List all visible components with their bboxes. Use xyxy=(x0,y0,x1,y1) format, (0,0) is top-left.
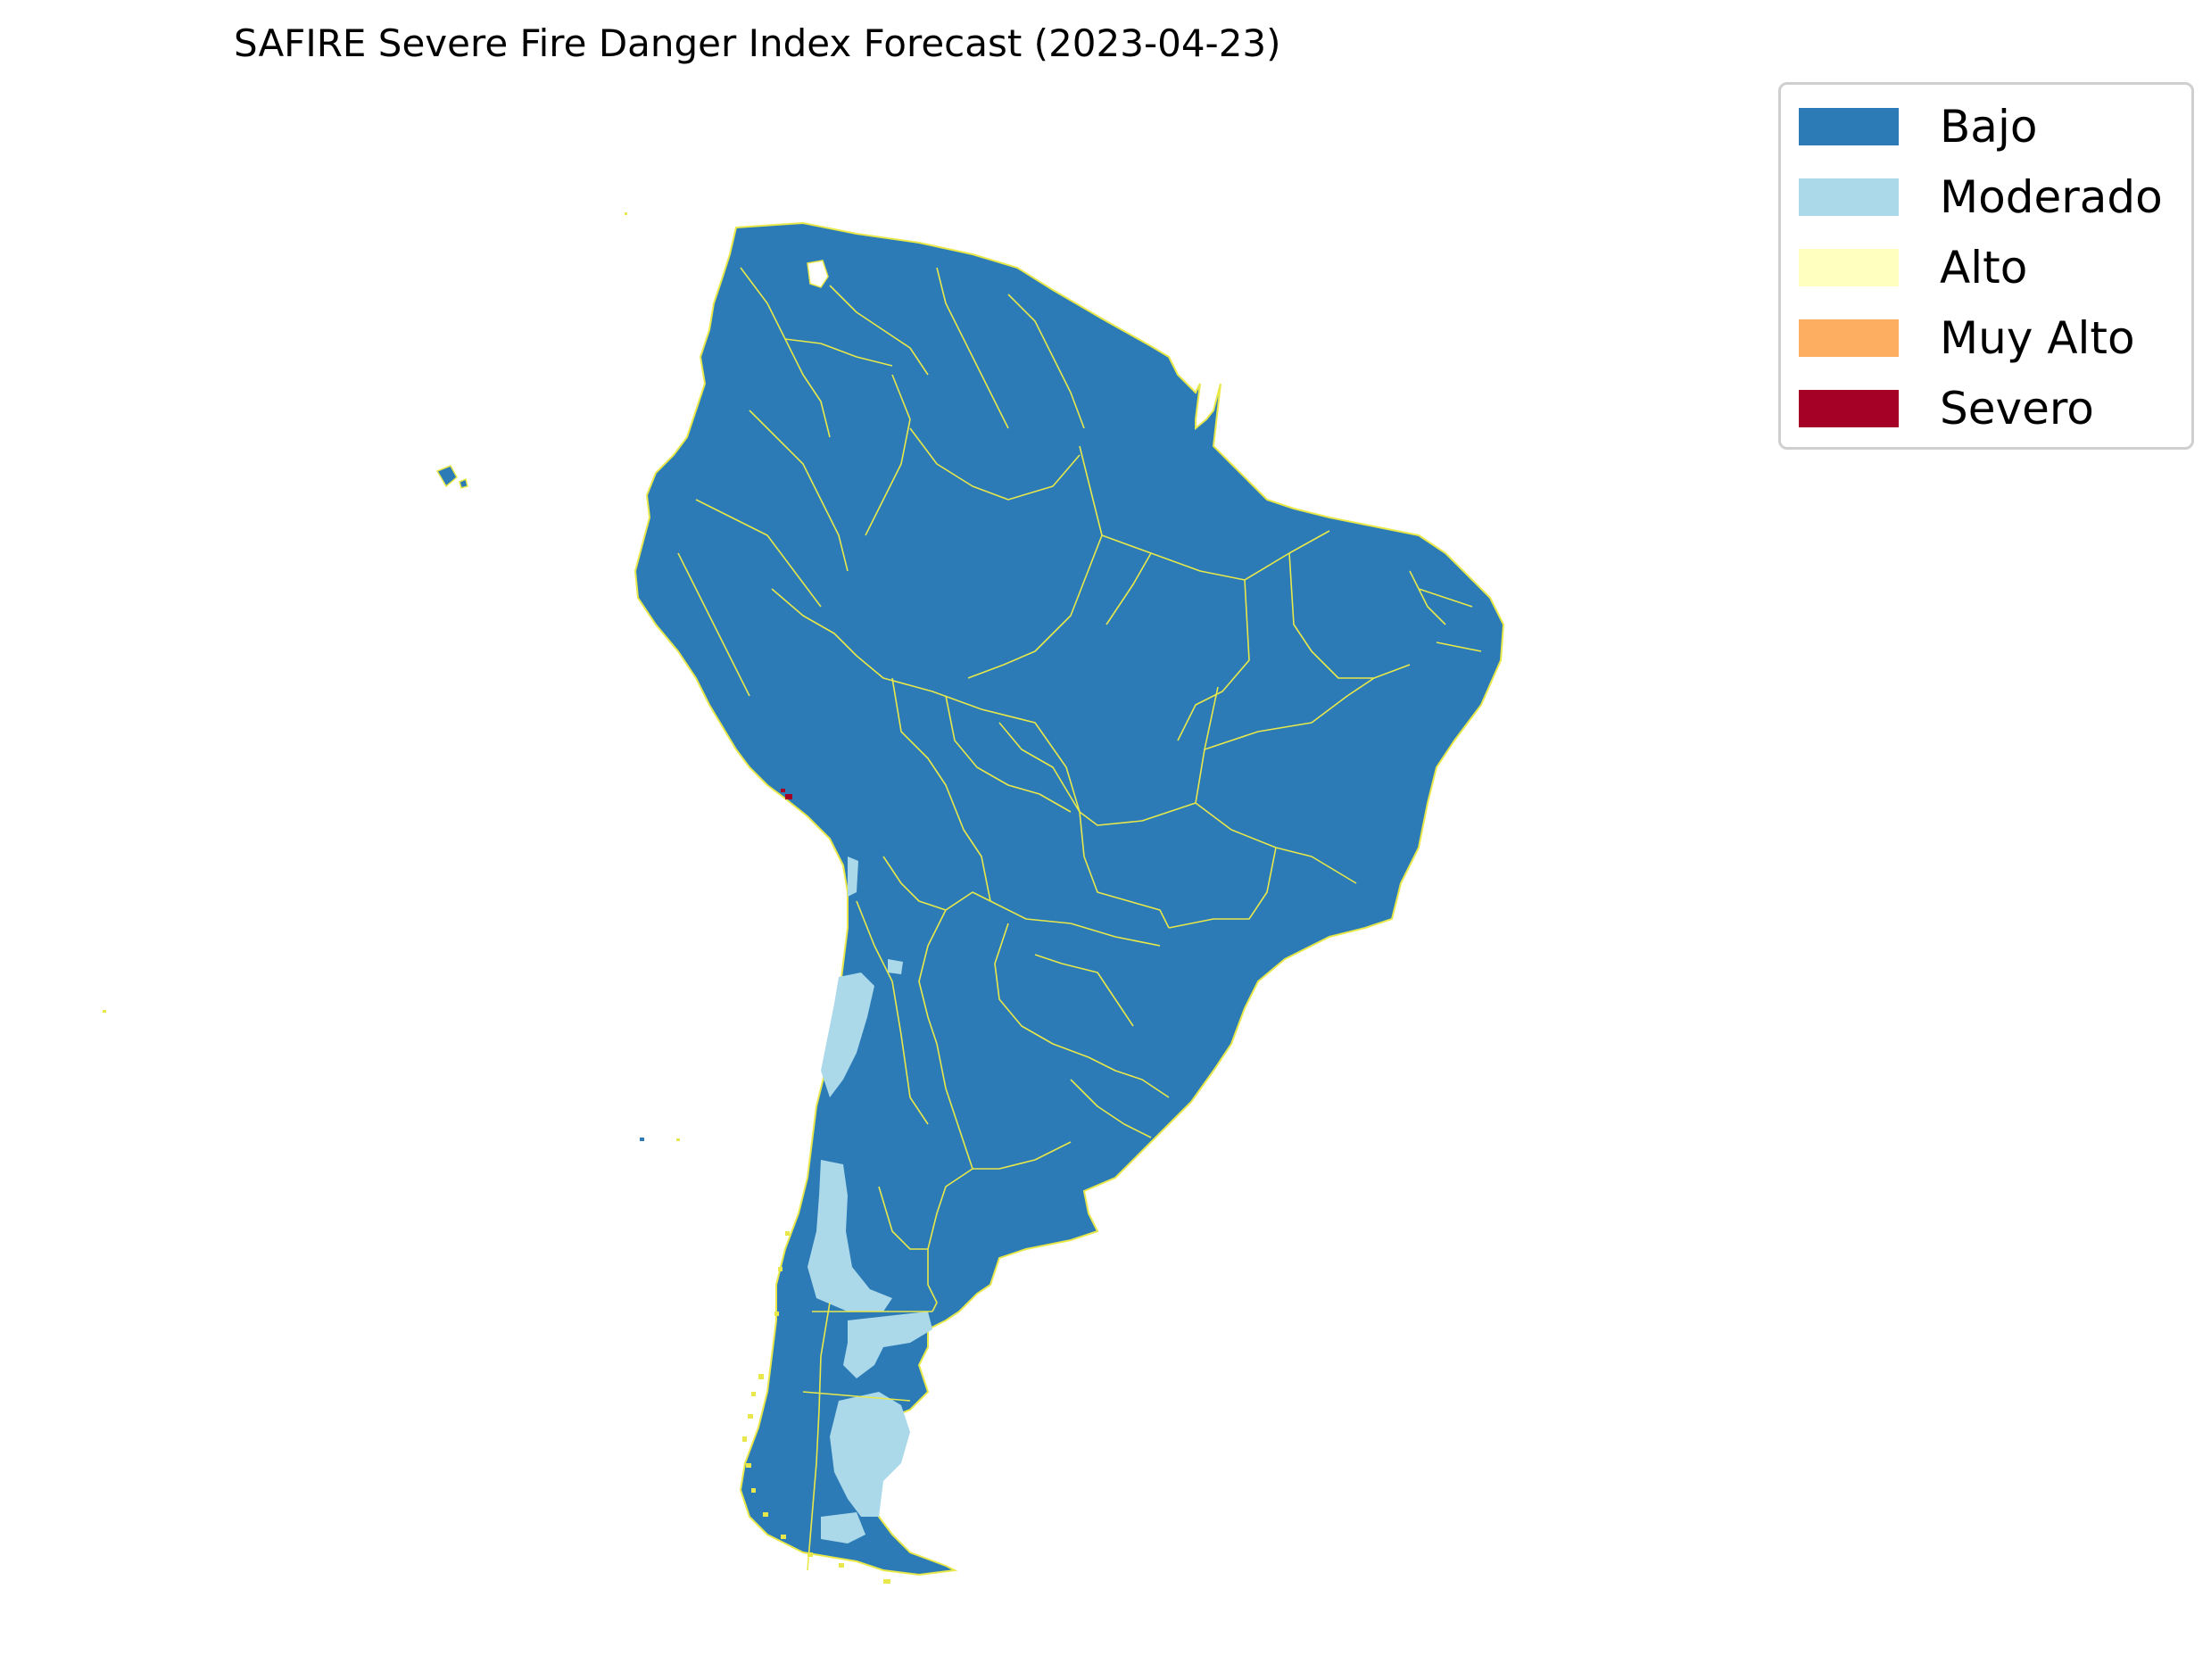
moderate-zone-santa-cruz xyxy=(830,1392,910,1517)
legend-item-bajo: Bajo xyxy=(1799,101,2037,153)
legend-label-muy-alto: Muy Alto xyxy=(1940,312,2135,364)
legend-swatch-muy-alto xyxy=(1799,319,1899,357)
island-small-west xyxy=(676,1138,680,1141)
moderate-zone-tierra-del-fuego xyxy=(821,1512,865,1543)
legend-item-muy-alto: Muy Alto xyxy=(1799,312,2135,364)
legend-swatch-severo xyxy=(1799,390,1899,427)
continent-land xyxy=(633,221,1505,1577)
legend-swatch-moderado xyxy=(1799,178,1899,216)
legend-label-bajo: Bajo xyxy=(1940,101,2038,153)
island-juan-fernandez xyxy=(640,1138,644,1141)
legend-label-severo: Severo xyxy=(1940,383,2094,434)
lake-maracaibo xyxy=(807,260,829,288)
galapagos-islands xyxy=(435,465,468,489)
legend-label-moderado: Moderado xyxy=(1940,171,2163,223)
severe-cell-peru-coast-2 xyxy=(781,789,785,792)
legend-swatch-bajo xyxy=(1799,108,1899,145)
severe-cell-peru-coast xyxy=(785,794,792,799)
map-title: SAFIRE Severe Fire Danger Index Forecast… xyxy=(234,21,1281,65)
moderate-zone-northern-patagonia xyxy=(807,1160,892,1312)
moderate-zone-central-andes xyxy=(821,972,874,1097)
admin-borders xyxy=(677,267,1482,1571)
legend-item-alto: Alto xyxy=(1799,242,2027,294)
moderate-zone-andes-chico xyxy=(888,959,903,974)
chile-fjords xyxy=(742,1231,890,1584)
legend-item-severo: Severo xyxy=(1799,383,2094,434)
legend-label-alto: Alto xyxy=(1940,242,2028,294)
legend-swatch-alto xyxy=(1799,249,1899,286)
island-pacific-far xyxy=(103,1010,106,1013)
island-caribbean xyxy=(625,212,627,215)
legend: Bajo Moderado Alto Muy Alto Severo xyxy=(1778,82,2194,450)
moderate-zone-patagonia-central xyxy=(843,1312,932,1378)
legend-item-moderado: Moderado xyxy=(1799,171,2163,223)
moderate-zone-andes-north xyxy=(848,857,858,897)
